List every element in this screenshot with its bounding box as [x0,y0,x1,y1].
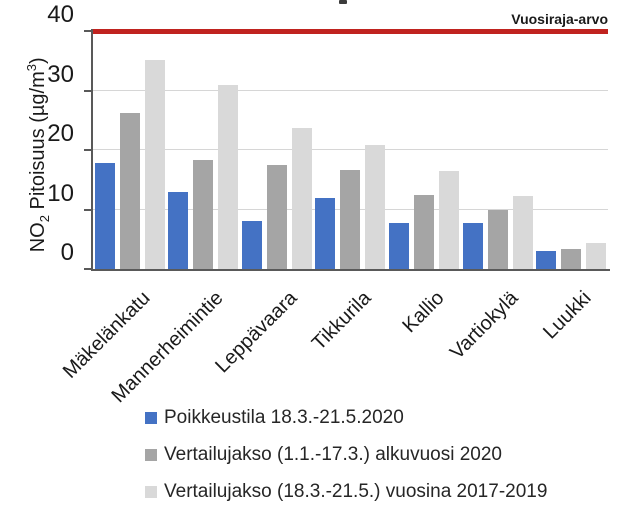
legend-swatch-icon [145,412,157,424]
bar [389,223,410,269]
x-label-Luukki: Luukki [539,287,596,344]
legend-item: Poikkeustila 18.3.-21.5.2020 [145,407,404,428]
bar [414,194,435,269]
x-label-Kallio: Kallio [398,287,449,338]
legend-label: Vertailujakso (18.3.-21.5.) vuosina 2017… [164,481,548,502]
legend-swatch-icon [145,449,157,461]
y-tick-label-10: 10 [47,179,74,207]
plot-area: Vuosiraja-arvo [84,11,610,271]
bar-group-Vartiokylä [461,31,535,269]
bar-group-Kallio [387,31,461,269]
bar [119,113,140,269]
x-label-Vartiokylä: Vartiokylä [445,287,523,364]
legend-item: Vertailujakso (1.1.-17.3.) alkuvuosi 202… [145,444,502,465]
y-tick-label-30: 30 [47,60,74,88]
bar [439,171,460,269]
bar [536,251,557,269]
bar [340,170,361,269]
y-tick-mark-0 [84,268,91,270]
bar-group-Leppävaara [240,31,314,269]
legend-item: Vertailujakso (18.3.-21.5.) vuosina 2017… [145,481,548,502]
reference-line-label: Vuosiraja-arvo [511,11,608,27]
bar [94,163,115,269]
gridline-30 [93,89,608,91]
bar-group-Mannerheimintie [167,31,241,269]
y-tick-mark-20 [84,149,91,151]
gridline-20 [93,149,608,150]
bar [512,196,533,269]
bar [291,128,312,269]
cropped-title-fragment [339,0,347,4]
bar [168,192,189,269]
x-axis-category-labels: Mäkelänkatu Mannerheimintie Leppävaara Tikk… [59,269,608,407]
bar [487,209,508,269]
x-axis-line [91,269,610,271]
bar-group-Tikkurila [314,31,388,269]
bar [315,198,336,269]
bar [241,221,262,269]
bar [144,60,165,269]
legend-label: Vertailujakso (1.1.-17.3.) alkuvuosi 202… [164,444,502,465]
bar [586,242,607,269]
y-tick-label-40: 40 [47,1,74,28]
x-label-Tikkurila: Tikkurila [307,287,376,355]
bar [462,223,483,269]
legend-swatch-icon [145,486,157,498]
reference-line [93,29,608,34]
legend-label: Poikkeustila 18.3.-21.5.2020 [164,407,404,428]
y-tick-label-0: 0 [60,239,74,266]
y-tick-mark-30 [84,89,91,92]
y-tick-label-20: 20 [47,120,74,147]
y-tick-mark-10 [84,208,91,211]
bar [266,164,287,269]
y-axis-line [91,29,93,271]
y-axis-tick-labels: 0 10 20 30 40 [0,1,80,269]
bar [193,159,214,269]
bar [561,248,582,269]
bar [365,144,386,269]
bar-group-Luukki [534,31,608,269]
bar [218,84,239,269]
y-tick-mark-40 [84,30,91,32]
bar-group-Mäkelänkatu [93,31,167,269]
